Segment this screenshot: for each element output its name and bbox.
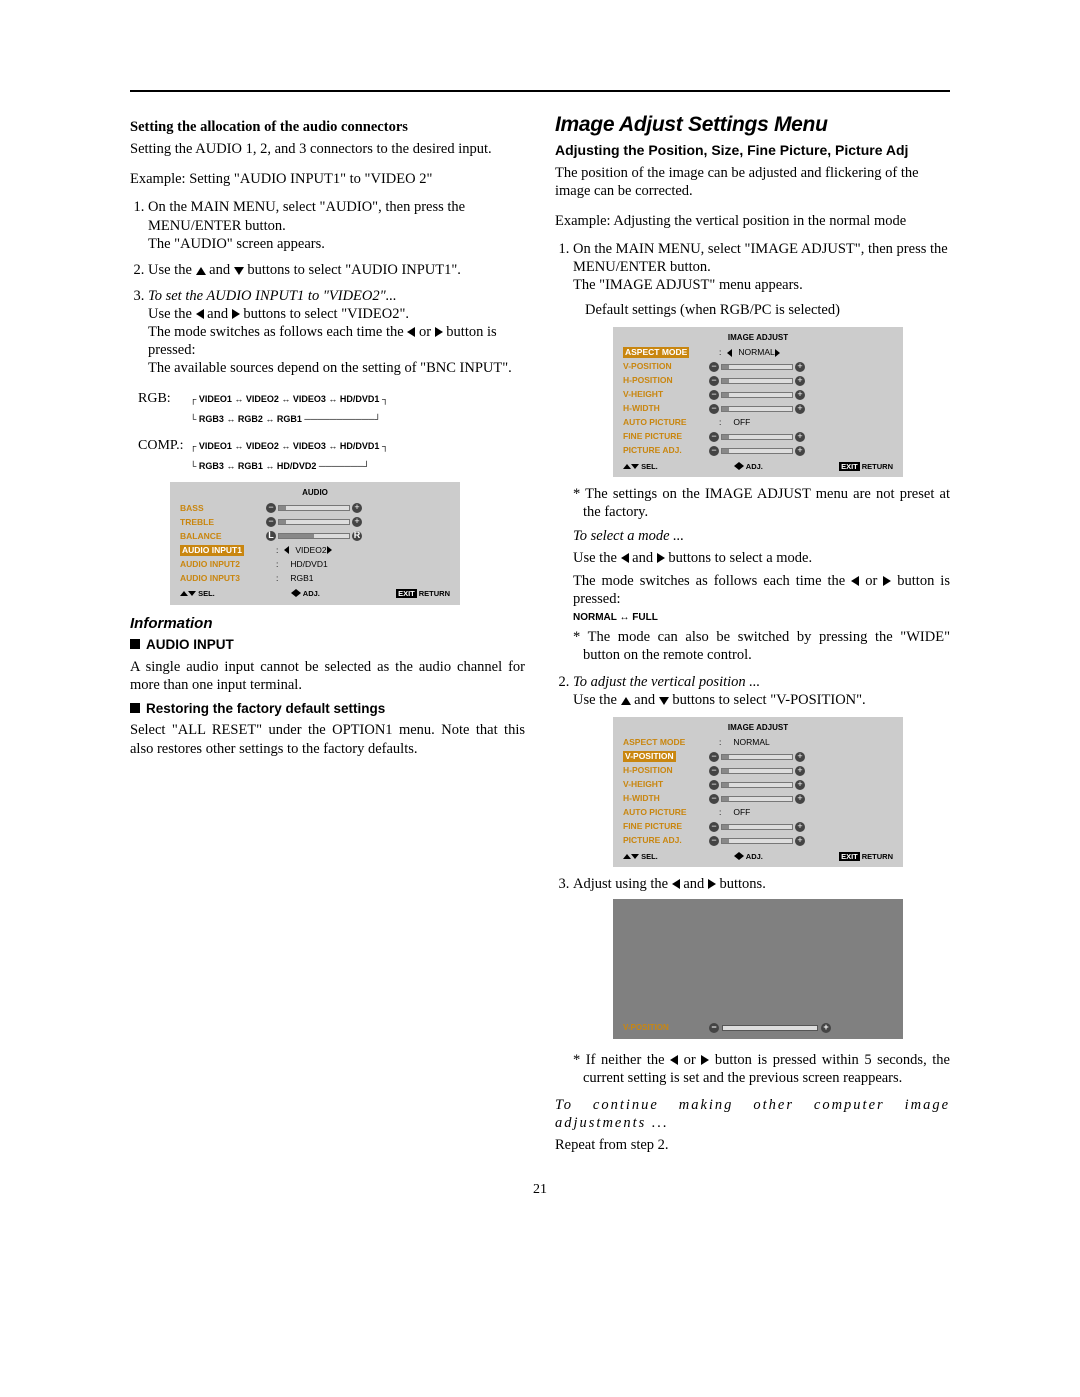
step-text: The "AUDIO" screen appears. xyxy=(148,236,325,252)
flow-comp: COMP.:┌ VIDEO1 ↔ VIDEO2 ↔ VIDEO3 ↔ HD/DV… xyxy=(138,433,525,474)
right-icon xyxy=(435,327,443,337)
continue-text: Repeat from step 2. xyxy=(555,1136,950,1154)
up-icon xyxy=(196,267,206,275)
restore-heading: Restoring the factory default settings xyxy=(130,701,525,718)
left-example: Example: Setting "AUDIO INPUT1" to "VIDE… xyxy=(130,170,525,188)
columns: Setting the allocation of the audio conn… xyxy=(130,112,950,1158)
right-icon xyxy=(232,309,240,319)
step-text: On the MAIN MENU, select "AUDIO", then p… xyxy=(148,199,465,233)
default-settings-text: Default settings (when RGB/PC is selecte… xyxy=(585,301,950,319)
restore-text: Select "ALL RESET" under the OPTION1 men… xyxy=(130,721,525,757)
slider-bar xyxy=(722,1025,818,1031)
plus-icon: + xyxy=(821,1023,831,1033)
right-steps: On the MAIN MENU, select "IMAGE ADJUST",… xyxy=(555,240,950,1087)
down-icon xyxy=(659,697,669,705)
right-example: Example: Adjusting the vertical position… xyxy=(555,212,950,230)
page-number: 21 xyxy=(130,1182,950,1198)
left-icon xyxy=(196,309,204,319)
right-sub-heading: Adjusting the Position, Size, Fine Pictu… xyxy=(555,142,950,160)
right-step-3: Adjust using the and buttons. V-POSITION… xyxy=(573,875,950,1087)
left-steps: On the MAIN MENU, select "AUDIO", then p… xyxy=(130,198,525,377)
osd-image-1: IMAGE ADJUSTASPECT MODE:NORMAL V-POSITIO… xyxy=(613,327,903,477)
up-icon xyxy=(621,697,631,705)
left-icon xyxy=(621,553,629,563)
note-1: * The settings on the IMAGE ADJUST menu … xyxy=(573,485,950,521)
left-p1: Setting the AUDIO 1, 2, and 3 connectors… xyxy=(130,140,525,158)
minus-icon: − xyxy=(709,1023,719,1033)
page: Setting the allocation of the audio conn… xyxy=(0,0,1080,1238)
right-p1: The position of the image can be adjuste… xyxy=(555,164,950,200)
down-icon xyxy=(234,267,244,275)
left-step-1: On the MAIN MENU, select "AUDIO", then p… xyxy=(148,198,525,252)
right-icon xyxy=(657,553,665,563)
flow-rgb: RGB:┌ VIDEO1 ↔ VIDEO2 ↔ VIDEO3 ↔ HD/DVD1… xyxy=(138,386,525,427)
continue-heading: To continue making other computer image … xyxy=(555,1096,950,1132)
select-mode-heading: To select a mode ... xyxy=(573,527,950,545)
right-column: Image Adjust Settings Menu Adjusting the… xyxy=(555,112,950,1158)
right-step-2: To adjust the vertical position ... Use … xyxy=(573,673,950,868)
mode-flow: NORMAL ↔ FULL xyxy=(573,612,950,625)
information-heading: Information xyxy=(130,615,525,634)
audio-input-text: A single audio input cannot be selected … xyxy=(130,658,525,694)
audio-input-heading: AUDIO INPUT xyxy=(130,637,525,654)
select-mode-text: Use the and buttons to select a mode. xyxy=(573,549,950,567)
note-2: * The mode can also be switched by press… xyxy=(573,628,950,664)
left-step-2: Use the and buttons to select "AUDIO INP… xyxy=(148,261,525,279)
step-italic: To set the AUDIO INPUT1 to "VIDEO2"... xyxy=(148,288,397,304)
note-3: * If neither the or button is pressed wi… xyxy=(573,1051,950,1087)
right-step-1: On the MAIN MENU, select "IMAGE ADJUST",… xyxy=(573,240,950,664)
top-rule xyxy=(130,90,950,92)
right-icon xyxy=(708,879,716,889)
left-icon xyxy=(670,1055,678,1065)
left-column: Setting the allocation of the audio conn… xyxy=(130,112,525,1158)
vposition-preview: V-POSITION − + xyxy=(613,899,903,1039)
left-heading: Setting the allocation of the audio conn… xyxy=(130,118,525,136)
osd-audio: AUDIOBASS−+TREBLE−+BALANCELRAUDIO INPUT1… xyxy=(170,482,460,604)
vposition-bar: V-POSITION − + xyxy=(623,1023,893,1033)
left-step-3: To set the AUDIO INPUT1 to "VIDEO2"... U… xyxy=(148,287,525,378)
left-icon xyxy=(672,879,680,889)
osd-image-2: IMAGE ADJUSTASPECT MODE:NORMALV-POSITION… xyxy=(613,717,903,867)
right-main-heading: Image Adjust Settings Menu xyxy=(555,112,950,138)
